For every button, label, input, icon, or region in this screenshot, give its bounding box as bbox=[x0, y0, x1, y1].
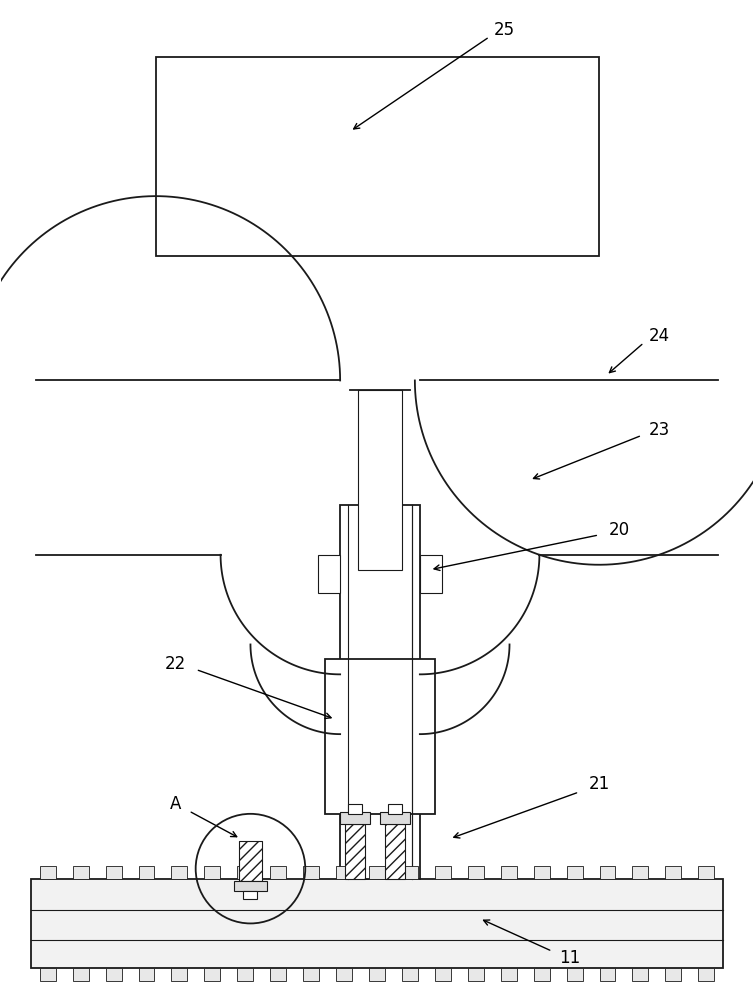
Text: 22: 22 bbox=[165, 655, 186, 673]
Bar bbox=[340, 505, 420, 879]
Bar bbox=[435, 866, 451, 879]
Bar bbox=[698, 866, 714, 879]
Bar bbox=[402, 866, 418, 879]
Bar bbox=[72, 866, 89, 879]
Bar bbox=[171, 866, 188, 879]
Bar bbox=[402, 968, 418, 981]
Bar bbox=[534, 866, 550, 879]
Bar bbox=[270, 866, 287, 879]
Bar bbox=[599, 968, 615, 981]
Bar bbox=[318, 555, 340, 593]
Text: A: A bbox=[170, 795, 182, 813]
Text: 25: 25 bbox=[494, 21, 515, 39]
Bar bbox=[435, 968, 451, 981]
Bar bbox=[633, 968, 648, 981]
Bar bbox=[156, 57, 599, 256]
Bar bbox=[31, 879, 723, 968]
Text: 11: 11 bbox=[559, 949, 580, 967]
Bar bbox=[139, 968, 155, 981]
Bar bbox=[40, 866, 56, 879]
Bar bbox=[303, 866, 319, 879]
Bar bbox=[501, 866, 516, 879]
Bar bbox=[665, 866, 682, 879]
Text: 21: 21 bbox=[589, 775, 610, 793]
Bar bbox=[106, 968, 121, 981]
Bar bbox=[698, 968, 714, 981]
Bar bbox=[40, 968, 56, 981]
Bar bbox=[336, 866, 352, 879]
Bar bbox=[139, 866, 155, 879]
Bar bbox=[270, 968, 287, 981]
Bar bbox=[369, 968, 385, 981]
Bar bbox=[369, 866, 385, 879]
Bar bbox=[238, 968, 253, 981]
Bar bbox=[665, 968, 682, 981]
Bar bbox=[238, 841, 262, 881]
Bar bbox=[358, 390, 402, 570]
Bar bbox=[238, 866, 253, 879]
Bar bbox=[244, 891, 257, 899]
Bar bbox=[171, 968, 188, 981]
Bar bbox=[234, 881, 268, 891]
Bar bbox=[420, 555, 442, 593]
Bar bbox=[238, 841, 262, 881]
Bar bbox=[345, 824, 365, 879]
Bar bbox=[467, 866, 484, 879]
Bar bbox=[72, 968, 89, 981]
Bar bbox=[204, 968, 220, 981]
Bar bbox=[388, 804, 402, 814]
Text: 23: 23 bbox=[648, 421, 670, 439]
Bar bbox=[566, 968, 583, 981]
Bar bbox=[345, 824, 365, 879]
Text: 20: 20 bbox=[608, 521, 630, 539]
Bar bbox=[566, 866, 583, 879]
Bar bbox=[106, 866, 121, 879]
Bar bbox=[204, 866, 220, 879]
Bar bbox=[467, 968, 484, 981]
Bar bbox=[348, 804, 362, 814]
Bar bbox=[303, 968, 319, 981]
Bar bbox=[340, 812, 370, 824]
Bar bbox=[534, 968, 550, 981]
Bar bbox=[325, 659, 435, 814]
Bar bbox=[385, 824, 405, 879]
Bar bbox=[336, 968, 352, 981]
Bar bbox=[599, 866, 615, 879]
Bar bbox=[501, 968, 516, 981]
Bar bbox=[633, 866, 648, 879]
Bar bbox=[385, 824, 405, 879]
Text: 24: 24 bbox=[648, 327, 670, 345]
Bar bbox=[380, 812, 410, 824]
